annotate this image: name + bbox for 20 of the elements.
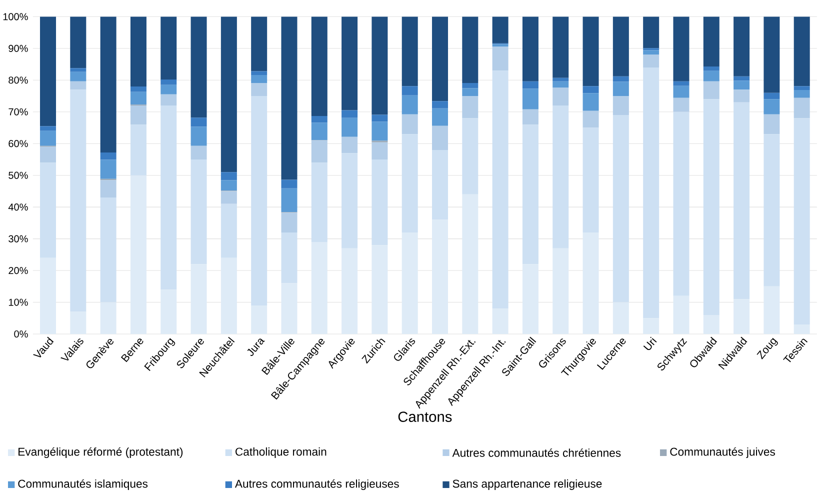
y-tick-label: 10% bbox=[8, 298, 28, 306]
y-tick-label: 40% bbox=[8, 204, 28, 211]
legend-label: Catholique romain bbox=[236, 447, 326, 458]
y-tick-label: 50% bbox=[8, 172, 28, 179]
y-tick-label: 100% bbox=[3, 13, 28, 20]
y-tick-label: 0% bbox=[14, 330, 28, 338]
y-tick-label: 70% bbox=[8, 108, 28, 116]
legend-label: Evangélique réformé (protestant) bbox=[18, 447, 183, 458]
y-tick-label: 80% bbox=[8, 76, 28, 84]
y-tick-label: 20% bbox=[8, 266, 28, 274]
legend-label: Autres communautés religieuses bbox=[234, 479, 399, 490]
legend-label: Communautés islamiques bbox=[18, 479, 148, 490]
y-tick-label: 30% bbox=[8, 235, 28, 242]
legend-label: Communautés juives bbox=[670, 447, 775, 458]
y-tick-label: 90% bbox=[8, 44, 28, 52]
x-axis-title: Cantons bbox=[398, 412, 452, 422]
legend-label: Sans appartenance religieuse bbox=[452, 479, 602, 490]
y-tick-label: 60% bbox=[8, 140, 28, 148]
legend-label: Autres communautés chrétiennes bbox=[452, 448, 621, 457]
x-tick-label: Uri bbox=[643, 336, 657, 350]
